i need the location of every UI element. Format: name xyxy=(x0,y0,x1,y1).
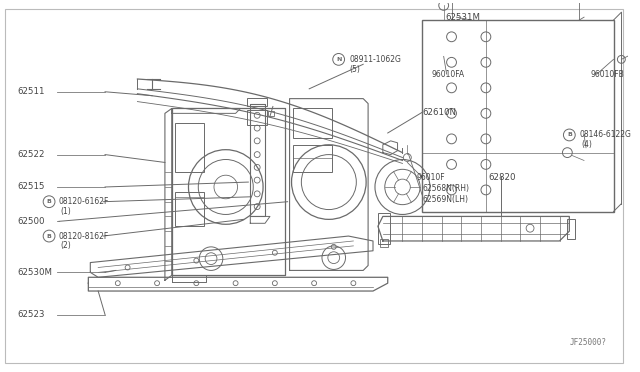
Bar xyxy=(380,239,388,247)
Text: 96010FA: 96010FA xyxy=(432,70,465,78)
Bar xyxy=(248,98,267,106)
Bar xyxy=(175,123,204,172)
Bar xyxy=(422,20,614,212)
Text: 62523: 62523 xyxy=(18,310,45,319)
Text: 62569N(LH): 62569N(LH) xyxy=(422,195,468,204)
Bar xyxy=(378,214,390,244)
Text: 62568N(RH): 62568N(RH) xyxy=(422,185,469,193)
Text: 62522: 62522 xyxy=(18,150,45,159)
Text: 62511: 62511 xyxy=(18,87,45,96)
Bar xyxy=(248,110,267,125)
Text: 96010FB: 96010FB xyxy=(591,70,625,78)
Bar xyxy=(175,192,204,226)
Circle shape xyxy=(43,230,55,242)
Text: 62530M: 62530M xyxy=(18,268,52,277)
Text: (2): (2) xyxy=(61,241,72,250)
Circle shape xyxy=(333,54,344,65)
Bar xyxy=(568,219,575,239)
Text: 08120-6162F: 08120-6162F xyxy=(59,197,109,206)
Text: 08146-6122G: 08146-6122G xyxy=(579,131,631,140)
Text: 62531M: 62531M xyxy=(445,13,481,22)
Text: B: B xyxy=(567,132,572,138)
Text: N: N xyxy=(336,57,341,62)
Text: 62820: 62820 xyxy=(489,173,516,182)
Text: 62515: 62515 xyxy=(18,183,45,192)
Bar xyxy=(292,145,332,172)
Text: 96010F: 96010F xyxy=(416,173,445,182)
Circle shape xyxy=(563,129,575,141)
Bar xyxy=(268,111,274,116)
Bar xyxy=(292,109,332,138)
Text: B: B xyxy=(47,234,51,238)
Text: (1): (1) xyxy=(61,207,72,216)
Text: (4): (4) xyxy=(581,140,592,149)
Text: JF25000?: JF25000? xyxy=(570,338,607,347)
Text: B: B xyxy=(47,199,51,204)
Text: 08120-8162F: 08120-8162F xyxy=(59,231,109,241)
Circle shape xyxy=(43,196,55,208)
Text: 08911-1062G: 08911-1062G xyxy=(349,55,401,64)
Text: 62610N: 62610N xyxy=(422,108,456,117)
Text: (5): (5) xyxy=(349,65,360,74)
Text: 62500: 62500 xyxy=(18,217,45,226)
